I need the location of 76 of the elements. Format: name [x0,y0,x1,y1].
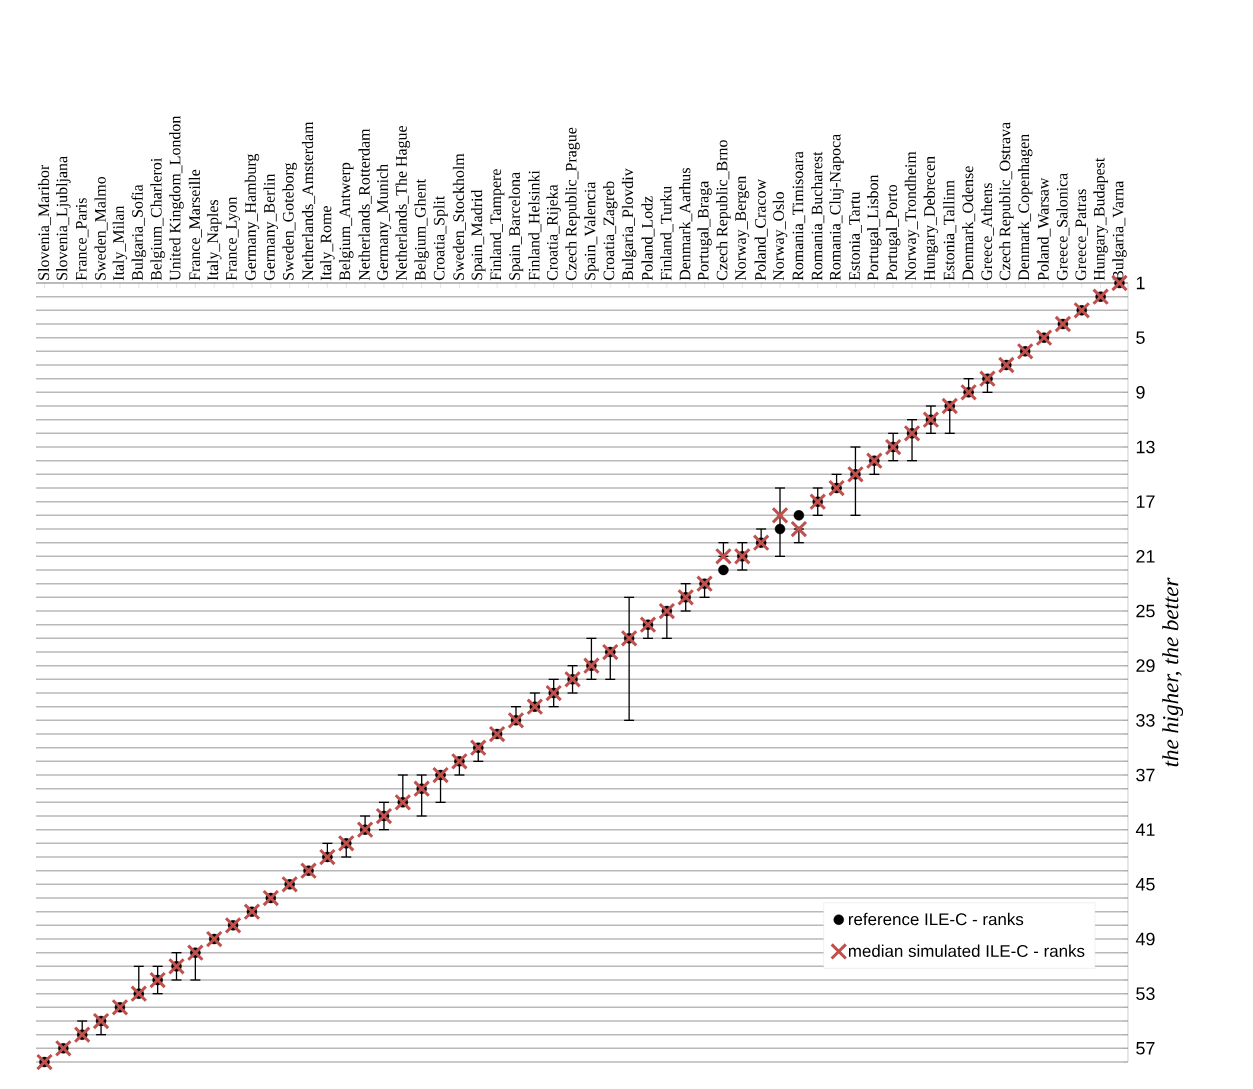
x-tick-label: France_Lyon [226,196,241,281]
y-tick-label: 17 [1136,495,1155,508]
x-tick-label: Spain_Valencia [584,181,599,280]
x-tick-label: Netherlands_Amsterdam [301,121,316,281]
x-tick-label: Spain_Barcelona [508,172,524,280]
y-tick-label: 45 [1135,878,1155,891]
x-tick-label: Germany_Berlin [263,173,279,281]
x-tick-label: Italy_Rome [320,206,335,281]
y-tick-label: 37 [1136,768,1155,782]
y-tick-label: 33 [1136,713,1155,727]
x-tick-label: Norway_Trondheim [904,151,920,281]
x-tick-label: Norway_Bergen [735,175,750,281]
x-tick-label: Croatia_Rijeka [546,184,561,281]
y-tick-label: 13 [1136,440,1155,454]
x-tick-label: Belgium_Antwerp [338,162,354,281]
x-tick-label: Germany_Hamburg [244,153,260,281]
x-tick-label: Romania_Cluj-Napoca [829,134,844,281]
x-tick-label: Denmark_Copenhagen [1017,134,1033,281]
y-tick-label: 5 [1136,331,1145,344]
x-tick-label: Poland_Warsaw [1037,177,1051,281]
x-tick-label: Spain_Madrid [471,189,486,280]
y-tick-label: 41 [1135,823,1155,836]
x-tick-label: Finland_Helsinki [528,170,542,281]
x-tick-label: Italy_Milan [112,205,128,281]
x-tick-label: Slovenia_Maribor [37,164,52,280]
legend-label: median simulated ILE-C - ranks [848,944,1085,958]
x-tick-label: Finland_Turku [660,185,674,281]
x-tick-label: Netherlands_The Hague [395,126,411,281]
x-tick-label: Sweden_Goteborg [282,162,297,280]
x-tick-label: Italy_Naples [206,199,222,281]
y-tick-label: 49 [1135,932,1155,946]
y-axis-title: the higher, the better [1162,577,1184,767]
x-tick-label: Croatia_Split [433,195,448,281]
x-tick-label: Germany_Munich [376,164,392,281]
x-tick-label: Sweden_Malmo [94,176,108,280]
x-tick-label: Poland_Cracow [754,179,768,281]
x-tick-label: Croatia_Zagreb [603,181,618,281]
x-tick-label: Sweden_Stockholm [452,153,466,280]
x-tick-label: Czech Republic_Ostrava [999,122,1014,281]
x-tick-label: Czech Republic_Brno [716,140,731,281]
x-tick-label: Denmark_Odense [962,166,976,281]
x-tick-label: Norway_Oslo [772,191,788,281]
x-tick-label: France_Marseille [188,169,202,281]
y-tick-label: 57 [1136,1042,1155,1055]
x-tick-label: Czech Republic_Prague [565,127,580,281]
x-tick-label: Estonia_Tallinn [943,180,957,281]
y-tick-label: 25 [1136,604,1155,618]
x-tick-label: Hungary_Debrecen [923,156,939,281]
x-tick-label: Romania_Bucharest [811,151,825,281]
x-tick-label: Slovenia_Ljubljana [56,156,71,280]
x-tick-label: Belgium_Ghent [414,179,429,281]
x-tick-label: Netherlands_Rotterdam [358,128,372,281]
x-tick-label: Bulgaria_Varna [1112,180,1127,281]
x-tick-label: Bulgaria_Sofia [131,184,147,281]
x-tick-label: Estonia_Tartu [849,191,862,281]
x-tick-label: United Kingdom_London [169,115,184,281]
x-tick-label: Bulgaria_Plovdiv [621,168,637,281]
x-tick-label: Romania_Timisoara [792,151,806,281]
x-tick-label: Denmark_Aarhus [679,168,693,281]
legend-label: reference ILE-C - ranks [848,912,1024,926]
x-tick-label: Greece_Salonica [1056,173,1070,281]
x-tick-label: Portugal_Braga [697,180,712,281]
y-tick-label: 21 [1136,550,1155,563]
x-tick-label: Greece_Athens [980,183,995,281]
y-tick-label: 1 [1136,276,1145,290]
x-tick-label: Finland_Tampere [489,169,505,281]
x-tick-label: Portugal_Lisbon [867,174,882,281]
x-tick-label: Poland_Lodz [641,196,655,281]
y-tick-label: 29 [1136,659,1155,673]
x-tick-label: Hungary_Budapest [1093,157,1108,281]
y-tick-label: 9 [1136,385,1145,399]
x-tick-label: Greece_Patras [1075,189,1089,281]
x-tick-label: Belgium_Charleroi [150,158,165,281]
x-tick-label: France_Paris [75,198,89,281]
y-tick-label: 53 [1136,987,1155,1001]
x-tick-label: Portugal_Porto [885,184,901,281]
